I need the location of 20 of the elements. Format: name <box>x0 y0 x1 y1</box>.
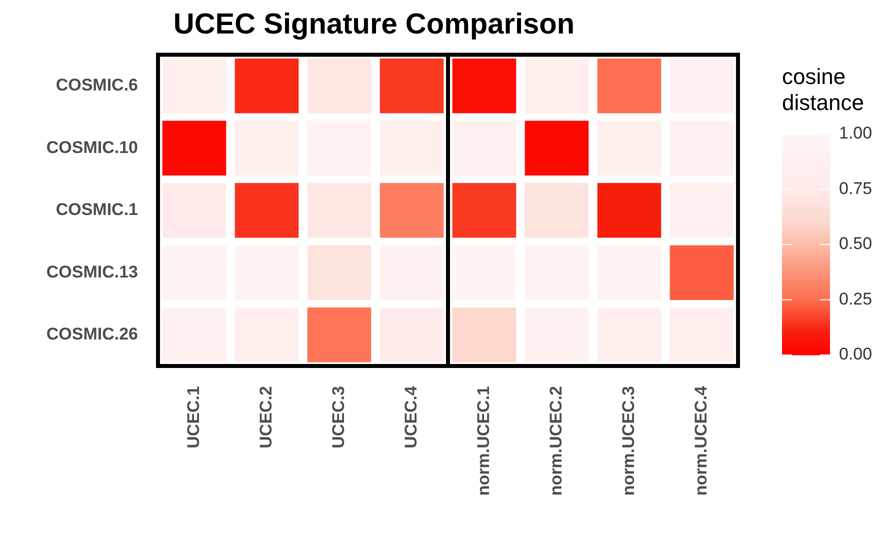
x-tick-label: norm.UCEC.3 <box>618 386 638 496</box>
x-tick-label: UCEC.4 <box>401 385 420 448</box>
color-bar-label: 0.75 <box>839 178 872 198</box>
y-tick-label: COSMIC.6 <box>56 76 138 95</box>
color-bar-title: cosine distance <box>782 64 864 115</box>
chart-title: UCEC Signature Comparison <box>173 8 575 40</box>
color-bar-label: 0.25 <box>839 289 872 308</box>
y-tick-label: COSMIC.1 <box>56 200 138 220</box>
x-tick-label: UCEC.1 <box>184 386 203 448</box>
x-tick-label: UCEC.2 <box>256 386 276 448</box>
color-bar-label: 0.00 <box>839 344 872 364</box>
color-bar-label: 1.00 <box>839 124 872 143</box>
y-tick-label: COSMIC.26 <box>46 324 138 344</box>
x-tick-label: norm.UCEC.2 <box>546 386 566 496</box>
color-bar-label: 0.50 <box>839 234 872 254</box>
y-tick-label: COSMIC.13 <box>46 262 138 282</box>
x-tick-label: norm.UCEC.4 <box>691 385 710 496</box>
x-tick-label: UCEC.3 <box>328 386 348 448</box>
y-tick-label: COSMIC.10 <box>46 138 138 157</box>
x-tick-label: norm.UCEC.1 <box>474 386 493 496</box>
